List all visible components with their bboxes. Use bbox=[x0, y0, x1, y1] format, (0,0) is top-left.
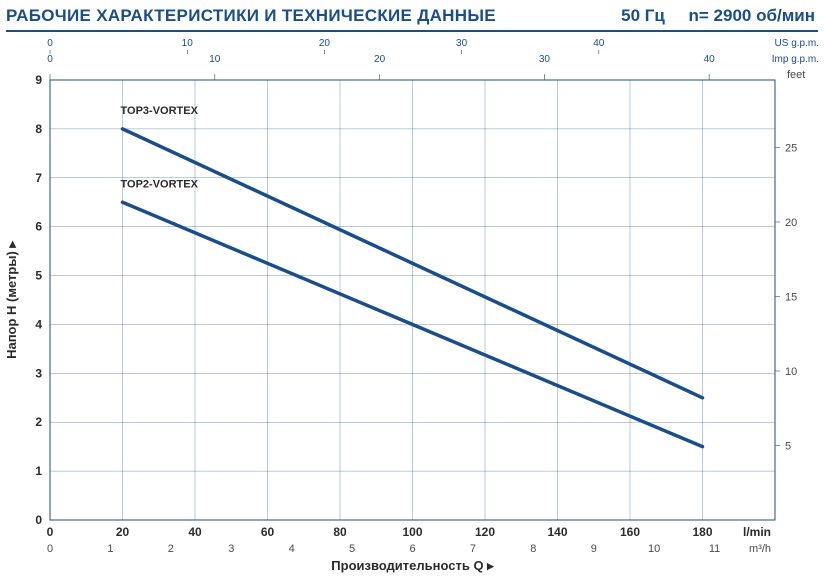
ytick-m: 0 bbox=[35, 513, 42, 527]
ytick-m: 7 bbox=[35, 171, 42, 185]
xtick-lmin: 80 bbox=[333, 525, 347, 539]
xtick-lmin: 160 bbox=[620, 525, 640, 539]
xtick-m3h: 5 bbox=[349, 543, 355, 555]
y-axis-label: Напор H (метры) ▸ bbox=[4, 240, 19, 359]
xtick-usgpm: 20 bbox=[319, 38, 331, 49]
x-unit-lmin: l/min bbox=[743, 525, 771, 539]
rpm-label: n= 2900 об/мин bbox=[689, 6, 815, 25]
freq-label: 50 Гц bbox=[621, 6, 665, 25]
ytick-m: 8 bbox=[35, 122, 42, 136]
xtick-m3h: 10 bbox=[648, 543, 660, 555]
xtick-usgpm: 40 bbox=[593, 38, 605, 49]
ytick-ft: 20 bbox=[785, 217, 797, 229]
page: РАБОЧИЕ ХАРАКТЕРИСТИКИ И ТЕХНИЧЕСКИЕ ДАН… bbox=[0, 0, 825, 577]
xtick-m3h: 9 bbox=[591, 543, 597, 555]
ytick-ft: 15 bbox=[785, 291, 797, 303]
ytick-m: 2 bbox=[35, 415, 42, 429]
xtick-m3h: 7 bbox=[470, 543, 476, 555]
xtick-impgpm: 30 bbox=[539, 54, 551, 65]
ytick-m: 6 bbox=[35, 220, 42, 234]
chart-svg: 020406080100120140160180l/min01234567891… bbox=[0, 30, 825, 577]
xtick-impgpm: 40 bbox=[704, 54, 716, 65]
xtick-impgpm: 0 bbox=[47, 54, 53, 65]
xtick-m3h: 4 bbox=[289, 543, 295, 555]
page-subtitle: 50 Гц n= 2900 об/мин bbox=[621, 6, 815, 26]
xtick-m3h: 1 bbox=[107, 543, 113, 555]
xtick-usgpm: 30 bbox=[456, 38, 468, 49]
ytick-ft: 10 bbox=[785, 366, 797, 378]
xtick-lmin: 20 bbox=[116, 525, 130, 539]
performance-chart: 020406080100120140160180l/min01234567891… bbox=[0, 30, 825, 577]
x-unit-impgpm: Imp g.p.m. bbox=[772, 54, 819, 65]
y-unit-feet: feet bbox=[787, 69, 805, 81]
xtick-m3h: 6 bbox=[409, 543, 415, 555]
series-label: TOP3-VORTEX bbox=[121, 105, 199, 117]
series-label: TOP2-VORTEX bbox=[121, 179, 199, 191]
ytick-m: 4 bbox=[35, 317, 42, 331]
xtick-usgpm: 0 bbox=[47, 38, 53, 49]
xtick-m3h: 2 bbox=[168, 543, 174, 555]
xtick-m3h: 3 bbox=[228, 543, 234, 555]
ytick-m: 1 bbox=[35, 464, 42, 478]
xtick-impgpm: 20 bbox=[374, 54, 386, 65]
xtick-m3h: 11 bbox=[709, 543, 720, 555]
xtick-m3h: 0 bbox=[47, 543, 53, 555]
x-axis-label: Производительность Q ▸ bbox=[331, 558, 495, 573]
xtick-lmin: 100 bbox=[402, 525, 422, 539]
x-unit-usgpm: US g.p.m. bbox=[775, 38, 819, 49]
page-title: РАБОЧИЕ ХАРАКТЕРИСТИКИ И ТЕХНИЧЕСКИЕ ДАН… bbox=[6, 6, 496, 26]
xtick-lmin: 0 bbox=[47, 525, 54, 539]
xtick-lmin: 60 bbox=[261, 525, 275, 539]
xtick-lmin: 40 bbox=[188, 525, 202, 539]
xtick-m3h: 8 bbox=[530, 543, 536, 555]
ytick-ft: 25 bbox=[785, 142, 797, 154]
xtick-lmin: 120 bbox=[475, 525, 495, 539]
ytick-m: 5 bbox=[35, 269, 42, 283]
ytick-m: 9 bbox=[35, 73, 42, 87]
x-unit-m3h: m³/h bbox=[749, 543, 771, 555]
xtick-lmin: 180 bbox=[692, 525, 712, 539]
xtick-usgpm: 10 bbox=[182, 38, 194, 49]
title-row: РАБОЧИЕ ХАРАКТЕРИСТИКИ И ТЕХНИЧЕСКИЕ ДАН… bbox=[0, 6, 825, 32]
xtick-impgpm: 10 bbox=[209, 54, 221, 65]
xtick-lmin: 140 bbox=[547, 525, 567, 539]
ytick-m: 3 bbox=[35, 366, 42, 380]
ytick-ft: 5 bbox=[785, 440, 791, 452]
